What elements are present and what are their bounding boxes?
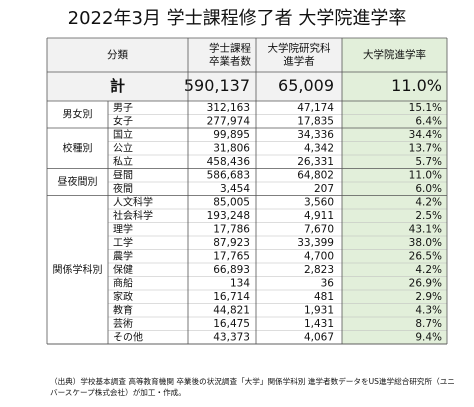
row-label: 男子 (113, 102, 133, 114)
cell-value: 586,683 (207, 169, 250, 181)
cell-value: 4,342 (304, 142, 334, 154)
title: 2022年3月 学士課程修了者 大学院進学率 (68, 8, 407, 29)
cell-value: 15.1% (409, 102, 442, 114)
cell-value: 38.0% (409, 237, 442, 249)
cell-value: 481 (314, 291, 334, 303)
cell-value: 16,475 (213, 318, 250, 330)
cell-value: 13.7% (409, 142, 442, 154)
header-bg (47, 38, 342, 72)
cell-value: 193,248 (207, 210, 250, 222)
cell-value: 134 (230, 277, 250, 289)
cell-value: 4.2% (415, 196, 442, 208)
cell-value: 26.5% (409, 250, 442, 262)
cell-value: 16,714 (213, 291, 250, 303)
cell-value: 1,931 (304, 304, 334, 316)
header-cell: 分類 (107, 49, 128, 61)
cell-value: 312,163 (207, 102, 250, 114)
header-cell: 大学院研究科 (268, 42, 331, 55)
cell-value: 64,802 (297, 169, 334, 181)
cell-value: 5.7% (415, 156, 442, 168)
row-label: 国立 (113, 128, 133, 141)
cell-value: 17,835 (297, 115, 334, 127)
row-label: 女子 (113, 114, 133, 127)
group-label: 校種別 (63, 141, 93, 154)
cell-value: 207 (314, 183, 334, 195)
row-label: 農学 (113, 249, 133, 262)
row-label: 人文科学 (113, 195, 153, 208)
cell-value: 87,923 (213, 237, 250, 249)
cell-value: 7,670 (304, 223, 334, 235)
header-cell: 大学院進学率 (363, 48, 426, 61)
header-cell: 進学者 (283, 55, 315, 68)
cell-value: 2,823 (304, 264, 334, 276)
cell-value: 47,174 (297, 102, 334, 114)
row-label: 昼間 (113, 169, 133, 181)
cell-value: 17,765 (213, 250, 250, 262)
cell-value: 43.1% (409, 223, 442, 235)
row-label: 教育 (113, 303, 133, 316)
cell-value: 44,821 (213, 304, 250, 316)
cell-value: 43,373 (213, 331, 250, 343)
note: バースケープ株式会社）が加工・作成。 (50, 387, 186, 397)
cell-value: 1,431 (304, 318, 334, 330)
cell-value: 2.9% (415, 291, 442, 303)
row-label: 夜間 (113, 182, 133, 195)
cell-value: 4,911 (304, 210, 334, 222)
total-value: 590,137 (184, 76, 250, 95)
cell-value: 6.0% (415, 183, 442, 195)
row-label: 私立 (113, 155, 133, 168)
cell-value: 85,005 (213, 196, 250, 208)
row-label: 公立 (113, 141, 133, 154)
cell-value: 11.0% (409, 169, 442, 181)
row-label: 工学 (113, 236, 133, 249)
header-cell: 卒業者数 (209, 55, 251, 68)
cell-value: 34,336 (297, 129, 334, 141)
total-value: 11.0% (391, 76, 442, 95)
total-label: 計 (110, 77, 125, 95)
header-cell: 学士課程 (209, 42, 251, 55)
cell-value: 99,895 (213, 129, 250, 141)
total-value: 65,009 (278, 76, 334, 95)
cell-value: 66,893 (213, 264, 250, 276)
cell-value: 36 (321, 277, 335, 289)
cell-value: 4.2% (415, 264, 442, 276)
cell-value: 26,331 (297, 156, 334, 168)
group-label: 関係学科別 (53, 263, 103, 276)
cell-value: 4,700 (304, 250, 334, 262)
cell-value: 277,974 (207, 115, 251, 127)
row-label: 家政 (113, 290, 133, 303)
cell-value: 6.4% (415, 115, 442, 127)
group-label: 男女別 (63, 108, 93, 121)
cell-value: 9.4% (415, 331, 442, 343)
cell-value: 26.9% (409, 277, 442, 289)
note: （出典）学校基本調査 高等教育機関 卒業後の状況調査「大学」関係学科別 進学者数… (50, 376, 455, 386)
row-label: 保健 (113, 263, 133, 276)
row-label: その他 (113, 330, 143, 343)
row-label: 社会科学 (113, 209, 153, 222)
cell-value: 3,454 (220, 183, 250, 195)
rate-column-bg (342, 38, 447, 344)
cell-value: 4.3% (415, 304, 442, 316)
cell-value: 4,067 (304, 331, 334, 343)
row-label: 芸術 (113, 317, 133, 330)
cell-value: 34.4% (409, 129, 442, 141)
cell-value: 3,560 (304, 196, 334, 208)
cell-value: 17,786 (213, 223, 250, 235)
group-label: 昼夜間別 (58, 175, 98, 188)
cell-value: 2.5% (415, 210, 442, 222)
cell-value: 458,436 (207, 156, 251, 168)
total-row-bg (47, 72, 342, 101)
cell-value: 33,399 (297, 237, 334, 249)
row-label: 理学 (113, 222, 133, 235)
cell-value: 8.7% (415, 318, 442, 330)
row-label: 商船 (113, 276, 133, 289)
cell-value: 31,806 (213, 142, 250, 154)
